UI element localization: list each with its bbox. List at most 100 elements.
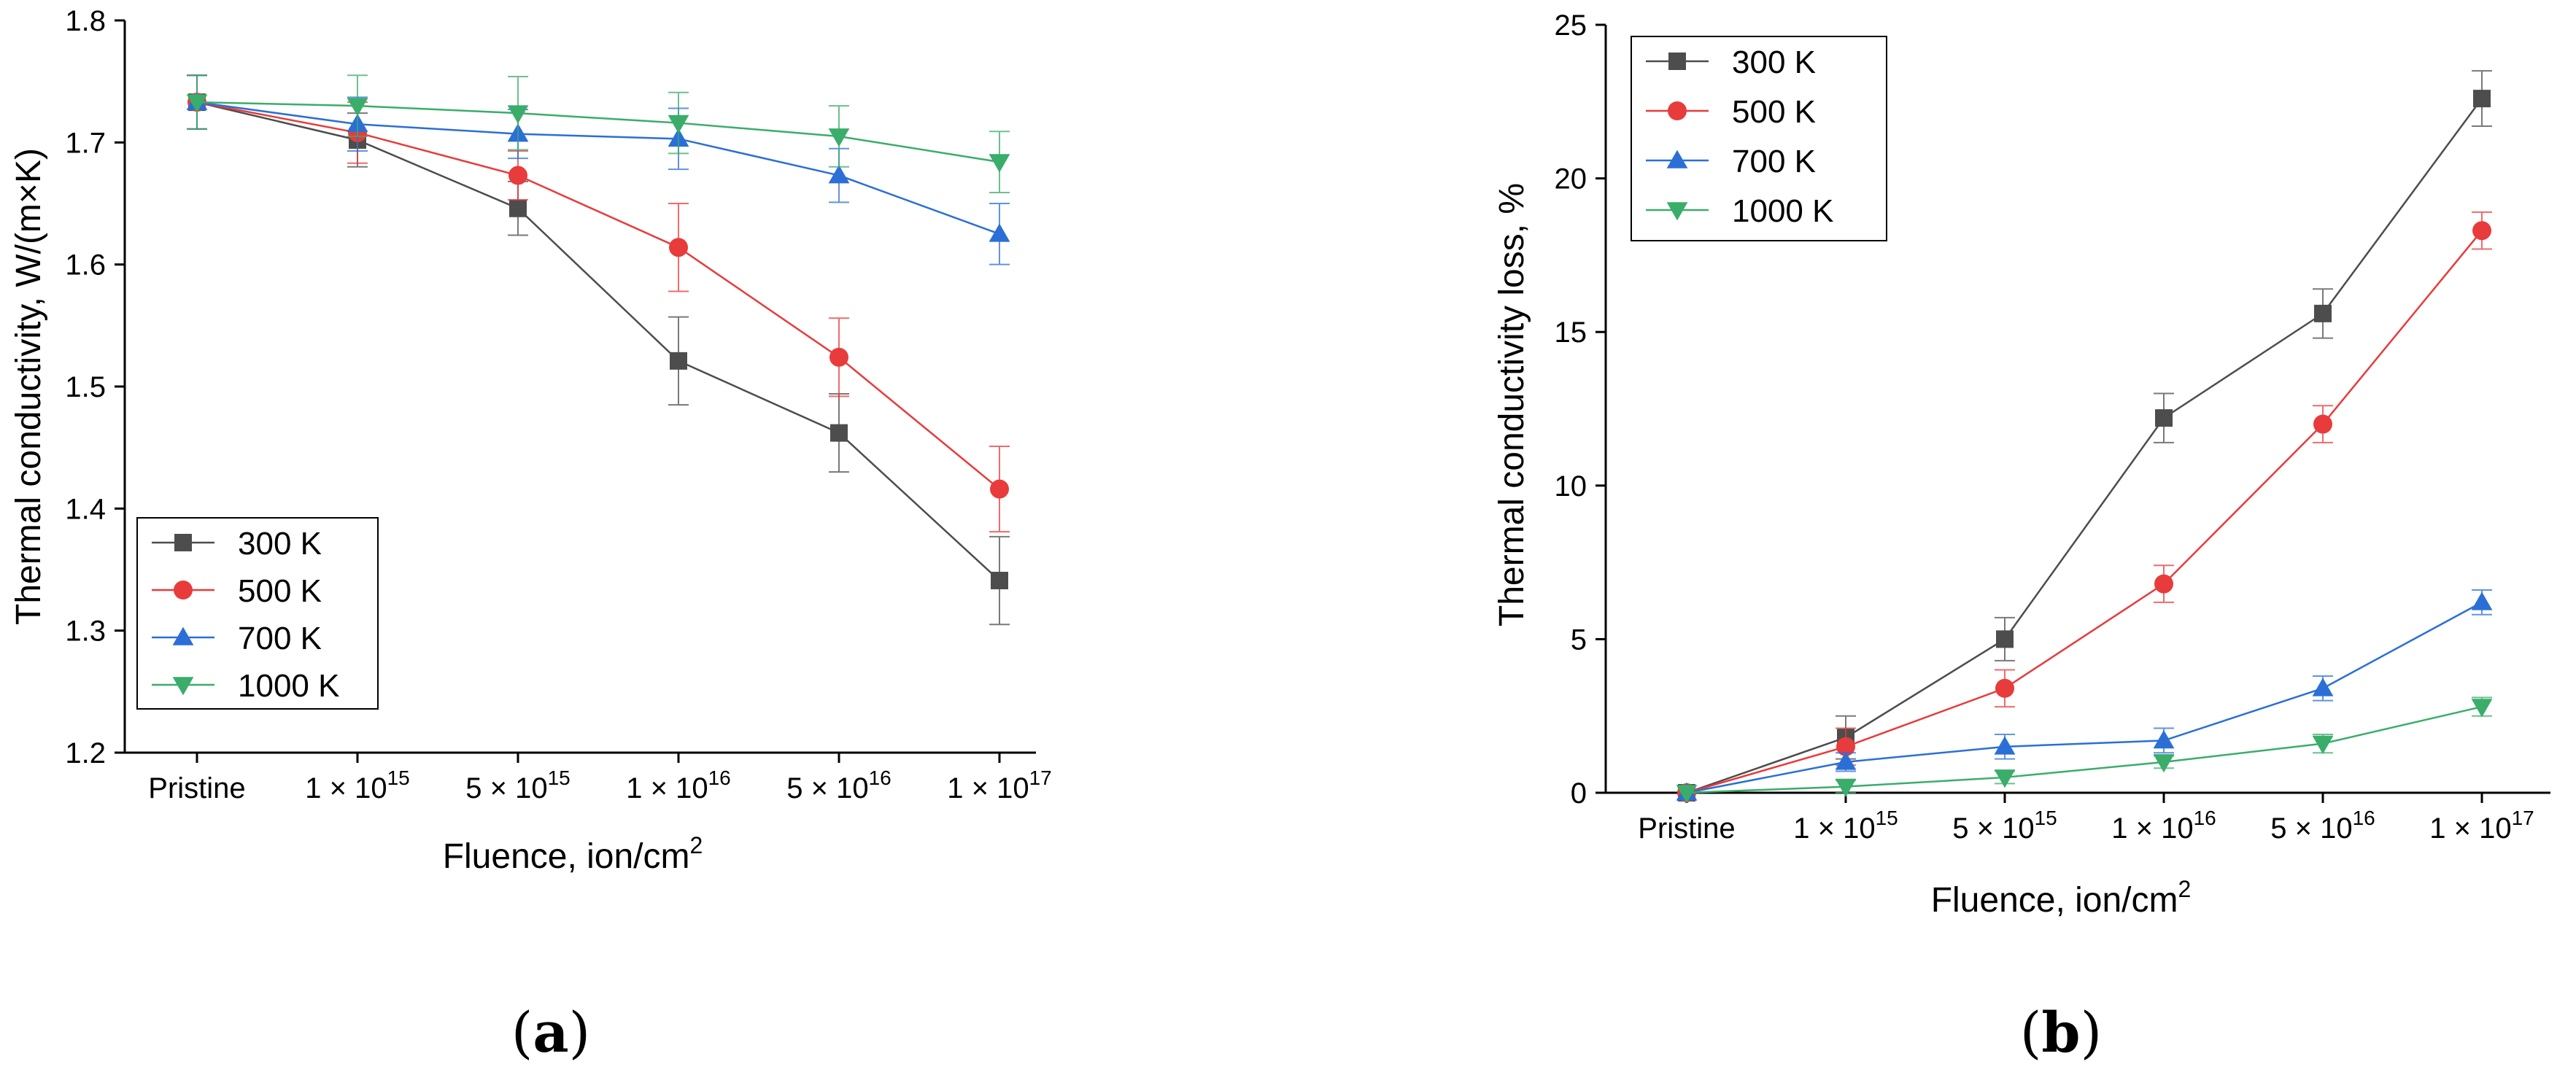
panel-b-y-axis-label: Thermal conductivity loss, % <box>1493 183 1531 626</box>
series-line <box>1686 230 2483 794</box>
data-point <box>989 154 1010 173</box>
panel-b-series <box>1676 70 2493 804</box>
panel-a-series <box>186 74 1010 626</box>
panel-b-y-tick-label: 0 <box>1571 777 1587 810</box>
data-point <box>2473 90 2491 108</box>
data-point <box>2155 409 2173 427</box>
legend-marker <box>1666 202 1688 221</box>
legend-marker <box>174 534 192 551</box>
panel-a-x-tick-label: 1 × 1017 <box>947 767 1051 804</box>
data-point <box>1995 678 2014 698</box>
panel-a-x-tick-label: 1 × 1015 <box>305 767 409 804</box>
data-point <box>2153 729 2175 749</box>
data-point <box>1996 630 2014 648</box>
data-point <box>347 98 368 117</box>
panel-b-legend: 300 K 500 K 700 K 1000 K <box>1631 36 1887 241</box>
series-line <box>196 101 1000 490</box>
panel-b-y-tick-label: 10 <box>1555 470 1587 502</box>
panel-b-series-500K <box>1677 211 2492 802</box>
panel-b-x-tick-label: Pristine <box>1638 812 1735 845</box>
panel-b-x-ticks: Pristine 1 × 1015 5 × 1015 1 × 1016 5 × 1016… <box>1638 793 2534 845</box>
panel-a-y-ticks: 1.2 1.3 1.4 1.5 1.6 1.7 1.8 <box>65 5 125 769</box>
data-point <box>1836 737 1855 756</box>
legend-marker <box>172 626 194 645</box>
data-point <box>2312 678 2334 696</box>
panel-a-series-1000K <box>186 74 1010 193</box>
panel-a-x-axis-label: Fluence, ion/cm2 <box>443 832 703 876</box>
panel-a-chart: 1.2 1.3 1.4 1.5 1.6 1.7 1.8 Pristine 1 × 1015 5 … <box>9 5 1052 1065</box>
legend-label: 1000 K <box>238 668 339 704</box>
data-point <box>2312 735 2334 755</box>
panel-a-y-tick-label: 1.7 <box>65 127 106 159</box>
series-line <box>196 101 1000 163</box>
panel-a-y-tick-label: 1.5 <box>65 371 106 403</box>
panel-a-legend: 300 K 500 K 700 K 1000 K <box>136 517 379 710</box>
data-point <box>1835 751 1857 770</box>
series-line <box>196 101 1000 236</box>
data-point <box>991 572 1008 590</box>
panel-a-x-tick-label: Pristine <box>148 772 245 804</box>
panel-a-series-700K <box>186 74 1010 265</box>
legend-marker <box>1666 150 1688 168</box>
data-point <box>1835 778 1857 797</box>
panel-b-x-tick-label: 1 × 1017 <box>2429 807 2534 845</box>
panel-a-y-tick-label: 1.2 <box>65 737 106 769</box>
data-point <box>2153 754 2175 773</box>
panel-b-y-tick-label: 25 <box>1555 9 1587 42</box>
data-point <box>2154 574 2173 594</box>
data-point <box>186 94 208 113</box>
data-point <box>1994 769 2016 788</box>
legend-label: 500 K <box>238 573 322 609</box>
panel-b-y-ticks: 0 5 10 15 20 25 <box>1555 9 1606 810</box>
data-point <box>668 115 689 133</box>
panel-b-chart: 0 5 10 15 20 25 Pristine 1 × 1015 5 × 1015 1 × 1… <box>1493 9 2550 1065</box>
panel-a-y-axis-label: Thermal conductivity, W/(m×K) <box>9 148 48 625</box>
panel-b-y-tick-label: 20 <box>1555 163 1587 195</box>
data-point <box>828 128 850 147</box>
legend-label: 500 K <box>1732 94 1816 130</box>
data-point <box>829 347 848 367</box>
data-point <box>2471 591 2493 610</box>
panel-a-x-tick-label: 1 × 1016 <box>626 767 730 804</box>
data-point <box>508 166 527 185</box>
series-line <box>1686 705 2483 794</box>
data-point <box>2472 221 2491 241</box>
series-line <box>1686 98 2483 794</box>
legend-label: 300 K <box>238 526 322 562</box>
data-point <box>990 479 1009 499</box>
data-point <box>1994 736 2016 755</box>
panel-a-y-tick-label: 1.6 <box>65 249 106 282</box>
data-point <box>1676 785 1698 804</box>
legend-marker <box>1668 101 1687 120</box>
data-point <box>507 105 529 124</box>
legend-label: 300 K <box>1732 44 1816 80</box>
data-point <box>2313 414 2332 434</box>
data-point <box>2314 304 2332 322</box>
legend-label: 700 K <box>1732 144 1816 179</box>
legend-marker <box>174 581 193 599</box>
panel-a-x-tick-label: 5 × 1016 <box>786 767 891 804</box>
panel-b-y-tick-label: 5 <box>1571 624 1587 656</box>
panel-b-x-tick-label: 1 × 1015 <box>1793 807 1898 845</box>
panel-a-y-tick-label: 1.4 <box>65 493 106 525</box>
panel-b-y-tick-label: 15 <box>1555 317 1587 349</box>
data-point <box>989 223 1010 242</box>
panel-b-caption: (b) <box>2020 1000 2102 1065</box>
panel-a-y-tick-label: 1.3 <box>65 616 106 648</box>
panel-b-x-tick-label: 1 × 1016 <box>2111 807 2216 845</box>
data-point <box>669 238 688 257</box>
panel-a-caption: (a) <box>511 1000 591 1065</box>
data-point <box>830 424 848 442</box>
data-point <box>2471 699 2493 718</box>
data-point <box>828 165 850 184</box>
series-line <box>196 101 1000 581</box>
data-point <box>509 199 527 217</box>
legend-marker <box>1668 53 1686 70</box>
panel-a-x-ticks: Pristine 1 × 1015 5 × 1015 1 × 1016 5 × 1016… <box>148 753 1052 804</box>
panel-b-axes <box>1604 25 2550 794</box>
series-line <box>1686 601 2483 794</box>
legend-label: 700 K <box>238 621 322 656</box>
panel-b-x-axis-label: Fluence, ion/cm2 <box>1931 876 2192 920</box>
panel-a-y-tick-label: 1.8 <box>65 5 106 37</box>
